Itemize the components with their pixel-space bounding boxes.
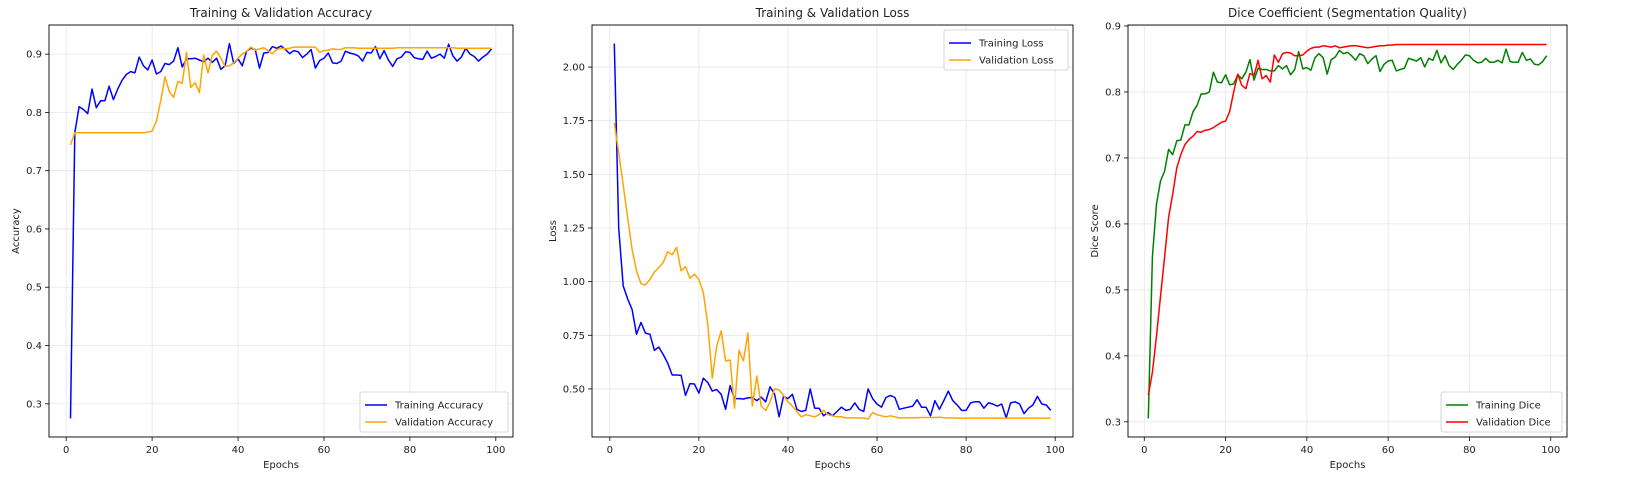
axes-frame xyxy=(591,24,1074,438)
x-tick-label: 60 xyxy=(1382,445,1395,456)
axes-frame xyxy=(48,24,514,438)
series-line-validation-dice xyxy=(1147,43,1547,396)
y-tick-label: 1.75 xyxy=(563,116,585,127)
chart-title: Dice Coefficient (Segmentation Quality) xyxy=(1228,6,1467,20)
x-tick-label: 0 xyxy=(63,445,69,456)
x-axis-label: Epochs xyxy=(263,460,299,471)
chart-title: Training & Validation Accuracy xyxy=(189,6,372,20)
x-tick-label: 0 xyxy=(607,445,613,456)
y-tick-label: 1.00 xyxy=(563,277,585,288)
x-axis-label: Epochs xyxy=(1330,460,1366,471)
x-tick-label: 100 xyxy=(1541,445,1560,456)
x-tick-label: 40 xyxy=(782,445,795,456)
axes-frame xyxy=(1127,24,1568,438)
y-tick-label: 0.4 xyxy=(1105,351,1121,362)
legend-label: Training Dice xyxy=(1475,401,1541,412)
y-tick-label: 2.00 xyxy=(563,63,585,74)
y-tick-label: 0.9 xyxy=(1105,21,1121,32)
x-tick-label: 40 xyxy=(232,445,245,456)
y-tick-label: 0.8 xyxy=(1105,87,1121,98)
x-tick-label: 60 xyxy=(871,445,884,456)
x-tick-label: 40 xyxy=(1300,445,1313,456)
x-tick-label: 20 xyxy=(693,445,706,456)
subplot-3: 0 20 40 60 80 100 0.3 0.4 0.5 0.6 0.7 0.8 0.9 Dice Co… xyxy=(1090,6,1568,471)
legend: Training Dice Validation Dice xyxy=(1440,391,1563,433)
legend-label: Validation Loss xyxy=(979,56,1054,67)
y-tick-label: 0.6 xyxy=(1105,219,1121,230)
series-line-validation-loss xyxy=(613,122,1051,420)
x-tick-label: 80 xyxy=(960,445,973,456)
x-axis-label: Epochs xyxy=(815,460,851,471)
legend: Training Loss Validation Loss xyxy=(943,29,1069,71)
series-line-training-loss xyxy=(613,43,1052,419)
y-tick-label: 0.4 xyxy=(26,341,42,352)
x-tick-label: 20 xyxy=(1219,445,1232,456)
y-tick-label: 1.50 xyxy=(563,170,585,181)
legend-label: Training Loss xyxy=(978,39,1044,50)
y-tick-label: 0.6 xyxy=(26,224,42,235)
y-tick-label: 0.7 xyxy=(26,166,42,177)
x-tick-label: 80 xyxy=(404,445,417,456)
series-line-validation-accuracy xyxy=(69,46,492,146)
y-tick-label: 0.5 xyxy=(1105,285,1121,296)
y-tick-label: 1.25 xyxy=(563,223,585,234)
x-tick-label: 60 xyxy=(318,445,331,456)
subplot-2: 0 20 40 60 80 100 0.50 0.75 1.00 1.25 1.50 1.75 2.00… xyxy=(548,6,1074,471)
y-tick-label: 0.5 xyxy=(26,283,42,294)
y-axis-label: Loss xyxy=(548,220,559,242)
y-tick-label: 0.8 xyxy=(26,108,42,119)
y-tick-label: 0.3 xyxy=(1105,417,1121,428)
legend-label: Validation Accuracy xyxy=(395,418,493,429)
legend-label: Validation Dice xyxy=(1476,418,1551,429)
x-tick-label: 100 xyxy=(486,445,505,456)
y-tick-label: 0.3 xyxy=(26,399,42,410)
x-tick-label: 80 xyxy=(1463,445,1476,456)
legend: Training Accuracy Validation Accuracy xyxy=(359,391,509,433)
chart-title: Training & Validation Loss xyxy=(755,6,910,20)
series-line-training-dice xyxy=(1147,48,1548,419)
legend-label: Training Accuracy xyxy=(394,401,483,412)
y-axis-label: Dice Score xyxy=(1090,204,1101,257)
legend-box xyxy=(359,391,509,433)
x-tick-label: 0 xyxy=(1141,445,1147,456)
legend-box xyxy=(943,29,1069,71)
legend-box xyxy=(1440,391,1563,433)
x-tick-label: 20 xyxy=(146,445,159,456)
y-tick-label: 0.9 xyxy=(26,50,42,61)
y-tick-label: 0.75 xyxy=(563,331,585,342)
y-tick-label: 0.50 xyxy=(563,384,585,395)
x-tick-label: 100 xyxy=(1046,445,1065,456)
series-line-training-accuracy xyxy=(69,42,493,419)
y-axis-label: Accuracy xyxy=(11,208,22,254)
y-tick-label: 0.7 xyxy=(1105,153,1121,164)
subplot-1: 0 20 40 60 80 100 0.3 0.4 0.5 0.6 0.7 0.8 0.9 Trainin… xyxy=(11,6,514,471)
